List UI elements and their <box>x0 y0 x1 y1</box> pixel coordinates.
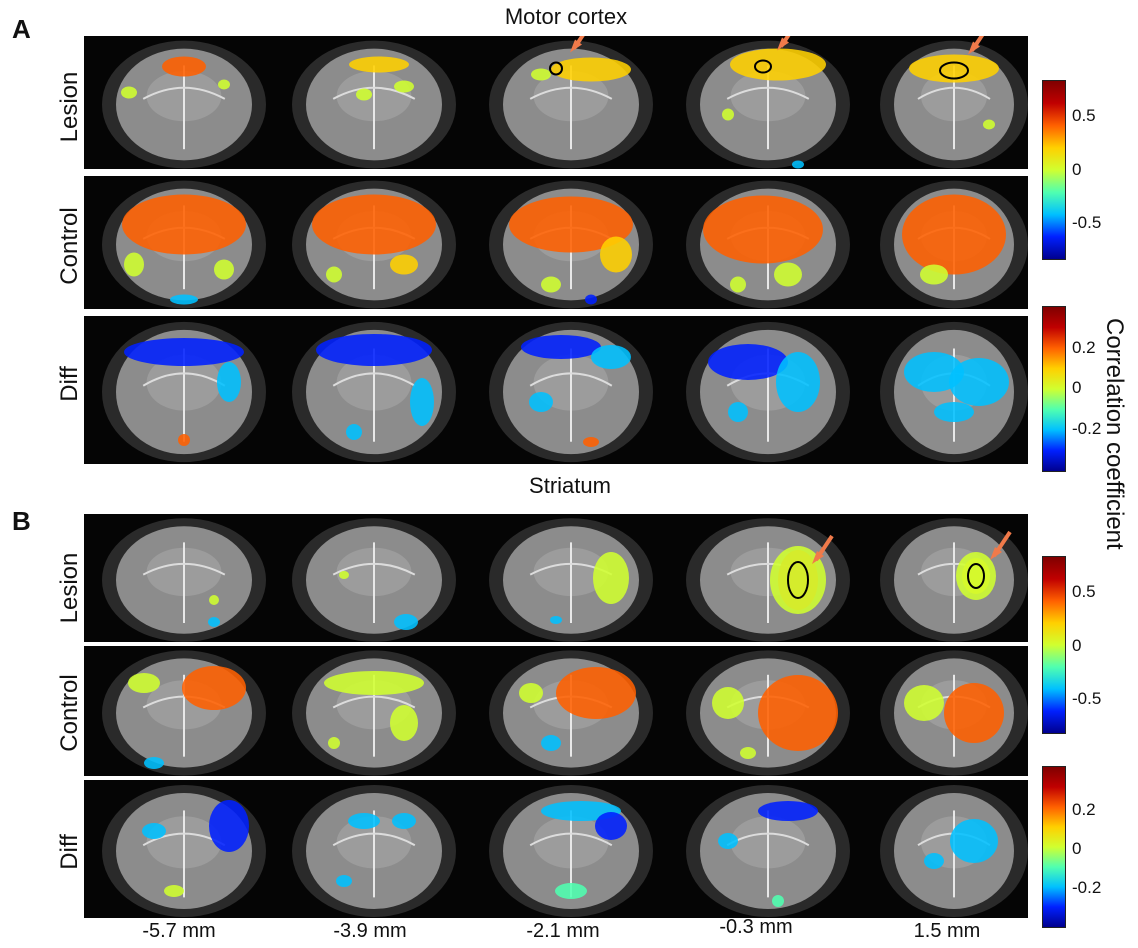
brain-slice <box>102 650 266 776</box>
cb3-tick-high: 0.5 <box>1072 582 1096 601</box>
brain-slices-svg <box>102 180 1028 309</box>
brain-slice <box>102 321 266 463</box>
row-label-b-control: Control <box>56 674 83 752</box>
brain-slice <box>686 785 850 917</box>
cb3-tick-low: -0.5 <box>1072 689 1102 708</box>
cb2-tick-high: 0.2 <box>1072 338 1096 357</box>
slice-label-3: -2.1 mm <box>526 920 600 942</box>
row-label-b-lesion: Lesion <box>56 552 83 624</box>
colorbar-title: Correlation coefficient <box>1101 318 1128 550</box>
brain-slice <box>102 180 266 309</box>
colorbar-b-diff <box>1042 766 1066 928</box>
cb4-tick-high: 0.2 <box>1072 800 1096 819</box>
brain-slice <box>292 518 456 642</box>
brain-slice <box>102 40 266 169</box>
brain-slice <box>880 785 1028 917</box>
slice-label-1: -5.7 mm <box>142 920 216 942</box>
image-strip-a-lesion <box>84 36 1028 169</box>
slice-label-2: -3.9 mm <box>333 920 407 942</box>
brain-slice <box>880 321 1028 463</box>
cb4-tick-low: -0.2 <box>1072 878 1102 897</box>
row-label-a-control: Control <box>56 207 83 285</box>
brain-slice <box>102 518 266 642</box>
image-strip-b-diff <box>84 780 1028 918</box>
brain-slice <box>489 180 653 309</box>
brain-slice <box>102 785 266 917</box>
brain-slice <box>880 180 1028 309</box>
brain-slice <box>489 321 653 463</box>
cb3-tick-zero: 0 <box>1072 636 1082 655</box>
brain-slice <box>489 518 653 642</box>
brain-slice <box>686 36 850 169</box>
brain-slice <box>880 36 1028 169</box>
brain-slice <box>292 40 456 169</box>
row-label-a-lesion: Lesion <box>56 71 83 143</box>
row-label-a-diff: Diff <box>56 366 83 402</box>
cb2-tick-zero: 0 <box>1072 378 1082 397</box>
brain-slices-svg <box>102 518 1028 642</box>
brain-slices-svg <box>102 36 1028 169</box>
brain-slices-svg <box>102 650 1028 776</box>
cb1-tick-high: 0.5 <box>1072 106 1096 125</box>
row-label-b-diff: Diff <box>56 834 83 870</box>
colorbar-b-correlation <box>1042 556 1066 734</box>
brain-slice <box>686 518 850 642</box>
image-strip-b-lesion <box>84 514 1028 642</box>
slice-label-4: -0.3 mm <box>719 916 793 938</box>
panel-b-title: Striatum <box>529 473 611 498</box>
brain-slice <box>292 785 456 917</box>
brain-slices-svg <box>102 321 1028 463</box>
brain-slice <box>686 321 850 463</box>
brain-slice <box>489 36 653 169</box>
slice-label-5: 1.5 mm <box>913 920 981 942</box>
colorbar-a-correlation <box>1042 80 1066 260</box>
brain-slice <box>292 321 456 463</box>
image-strip-a-control <box>84 176 1028 309</box>
cb1-tick-zero: 0 <box>1072 160 1082 179</box>
brain-slice <box>686 180 850 309</box>
panel-a-title: Motor cortex <box>504 4 628 29</box>
brain-slice <box>880 518 1028 642</box>
brain-slices-svg <box>102 785 1028 917</box>
cb2-tick-low: -0.2 <box>1072 419 1102 438</box>
colorbar-a-diff <box>1042 306 1066 472</box>
image-strip-a-diff <box>84 316 1028 464</box>
panel-letter-b: B <box>12 506 31 536</box>
image-strip-b-control <box>84 646 1028 776</box>
brain-slice <box>292 180 456 309</box>
brain-slice <box>880 650 1028 776</box>
brain-slice <box>686 650 850 776</box>
brain-slice <box>489 785 653 917</box>
brain-slice <box>489 650 653 776</box>
cb1-tick-low: -0.5 <box>1072 213 1102 232</box>
panel-letter-a: A <box>12 14 31 44</box>
brain-slice <box>292 650 456 776</box>
cb4-tick-zero: 0 <box>1072 839 1082 858</box>
